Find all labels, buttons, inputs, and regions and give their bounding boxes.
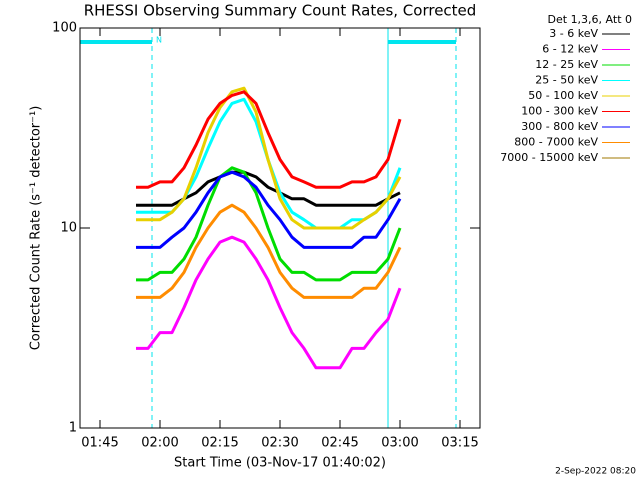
x-tick-label: 02:00 — [141, 436, 178, 451]
series-line — [136, 170, 402, 249]
y-axis-label: Corrected Count Rate (s⁻¹ detector⁻¹) — [29, 106, 44, 351]
x-axis-label: Start Time (03-Nov-17 01:40:02) — [174, 456, 386, 471]
y-tick-label: 100 — [52, 21, 77, 36]
legend-label: 100 - 300 keV — [521, 105, 598, 118]
legend-label: 6 - 12 keV — [542, 43, 598, 56]
series-line — [136, 203, 402, 299]
footer: 2-Sep-2022 08:20 — [555, 467, 636, 477]
chart-title: RHESSI Observing Summary Count Rates, Co… — [84, 2, 477, 20]
legend-label: 7000 - 15000 keV — [500, 151, 598, 164]
legend-title: Det 1,3,6, Att 0 — [548, 13, 632, 26]
legend-label: 800 - 7000 keV — [514, 136, 598, 149]
series-line — [136, 90, 402, 189]
legend-label: 12 - 25 keV — [535, 58, 598, 71]
x-tick-label: 01:45 — [81, 436, 118, 451]
y-tick-label: 10 — [60, 221, 77, 236]
series-line — [136, 235, 402, 370]
legend-label: 300 - 800 keV — [521, 120, 598, 133]
series-line — [136, 166, 402, 282]
legend-label: 50 - 100 keV — [528, 89, 598, 102]
legend-label: 3 - 6 keV — [549, 27, 598, 40]
x-tick-label: 02:15 — [201, 436, 238, 451]
marker-label: N — [156, 36, 162, 45]
y-tick-label: 1 — [69, 421, 77, 436]
x-tick-label: 03:15 — [441, 436, 478, 451]
series-line — [136, 86, 402, 230]
x-tick-label: 03:00 — [381, 436, 418, 451]
legend-label: 25 - 50 keV — [535, 74, 598, 87]
series-line — [136, 170, 401, 207]
x-tick-label: 02:45 — [321, 436, 358, 451]
x-tick-label: 02:30 — [261, 436, 298, 451]
